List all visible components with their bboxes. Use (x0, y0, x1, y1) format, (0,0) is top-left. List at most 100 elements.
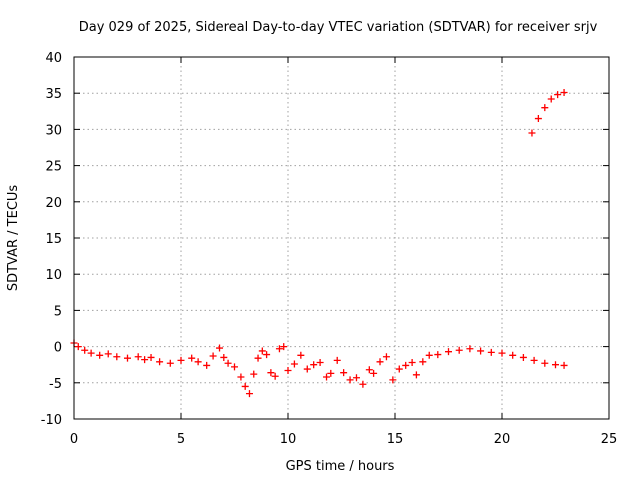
data-point (124, 354, 131, 362)
data-point (177, 356, 185, 364)
y-tick-label: 30 (45, 123, 62, 138)
data-point (382, 353, 390, 361)
data-point (280, 343, 288, 351)
data-point (519, 353, 527, 361)
y-tick-label: 35 (45, 87, 62, 102)
data-point (245, 390, 253, 398)
x-tick-label: 15 (387, 432, 404, 447)
data-point (224, 359, 232, 367)
x-tick-label: 10 (280, 432, 297, 447)
x-tick-label: 25 (601, 432, 618, 447)
y-tick-label: 5 (54, 304, 62, 319)
data-point (554, 91, 562, 99)
data-point (263, 351, 271, 359)
data-point (365, 366, 373, 374)
y-tick-label: 20 (45, 196, 62, 211)
data-point (445, 348, 452, 356)
x-tick-labels: 0 5 10 15 20 25 (70, 432, 617, 447)
y-tick-labels: -10 -5 0 5 10 15 20 25 30 35 40 (41, 51, 62, 428)
data-point (290, 360, 298, 368)
data-point (402, 361, 410, 369)
data-point (147, 353, 155, 361)
x-tick-label: 20 (494, 432, 511, 447)
data-point (370, 369, 378, 377)
data-point (412, 371, 420, 379)
data-point (534, 115, 542, 123)
data-point (220, 353, 228, 361)
data-point (113, 353, 121, 361)
data-point (241, 382, 249, 390)
data-point (340, 369, 348, 377)
data-point (297, 351, 305, 359)
x-axis-label: GPS time / hours (286, 459, 395, 474)
y-tick-label: 25 (45, 160, 62, 175)
plot-frame (73, 56, 610, 420)
x-tick-label: 0 (70, 432, 78, 447)
data-point (528, 129, 536, 137)
y-tick-label: 10 (45, 268, 62, 283)
data-point (498, 349, 506, 357)
data-point (134, 353, 142, 361)
data-point (156, 358, 164, 366)
data-point (547, 95, 555, 103)
data-point (487, 348, 495, 356)
data-point (346, 376, 354, 384)
data-point (303, 365, 311, 373)
data-point (74, 343, 82, 351)
data-point (216, 344, 224, 352)
data-point (104, 350, 112, 358)
data-point (419, 358, 427, 366)
chart-title: Day 029 of 2025, Sidereal Day-to-day VTE… (79, 20, 598, 35)
data-point (352, 374, 360, 382)
data-point (434, 351, 442, 359)
data-point (194, 358, 202, 366)
data-point (258, 347, 266, 355)
data-point (466, 345, 474, 353)
data-point (541, 104, 549, 112)
data-point (271, 372, 279, 380)
data-point (166, 359, 174, 367)
data-point (327, 369, 335, 377)
data-point (81, 346, 89, 354)
data-point (560, 88, 568, 96)
data-point (141, 356, 149, 364)
y-tick-label: -5 (49, 377, 62, 392)
y-axis-label: SDTVAR / TECUs (6, 185, 21, 292)
data-point (209, 352, 217, 360)
data-point (275, 345, 283, 353)
data-point (323, 373, 331, 381)
data-point (359, 380, 367, 388)
data-point (541, 359, 549, 367)
data-point (96, 351, 104, 359)
data-point (237, 373, 245, 381)
data-point (231, 363, 238, 371)
data-series (70, 88, 568, 398)
data-point (376, 358, 384, 366)
grid-lines (74, 57, 609, 419)
data-point (188, 354, 196, 362)
y-tick-label: 15 (45, 232, 62, 247)
data-point (560, 361, 568, 369)
data-point (284, 366, 292, 374)
y-tick-label: -10 (41, 413, 62, 428)
data-point (395, 365, 403, 373)
data-point (389, 376, 397, 384)
data-point (425, 351, 433, 359)
data-point (87, 349, 95, 357)
data-point (267, 369, 275, 377)
data-point (310, 361, 318, 369)
data-point (333, 356, 341, 364)
x-tick-label: 5 (177, 432, 185, 447)
data-point (316, 359, 324, 367)
data-point (530, 356, 538, 364)
y-tick-label: 40 (45, 51, 62, 66)
data-point (455, 346, 463, 354)
data-point (203, 361, 211, 369)
data-point (477, 347, 485, 355)
data-point (250, 370, 258, 378)
data-point (408, 359, 416, 367)
data-point (254, 354, 262, 362)
data-point (552, 361, 559, 369)
y-tick-label: 0 (54, 341, 62, 356)
